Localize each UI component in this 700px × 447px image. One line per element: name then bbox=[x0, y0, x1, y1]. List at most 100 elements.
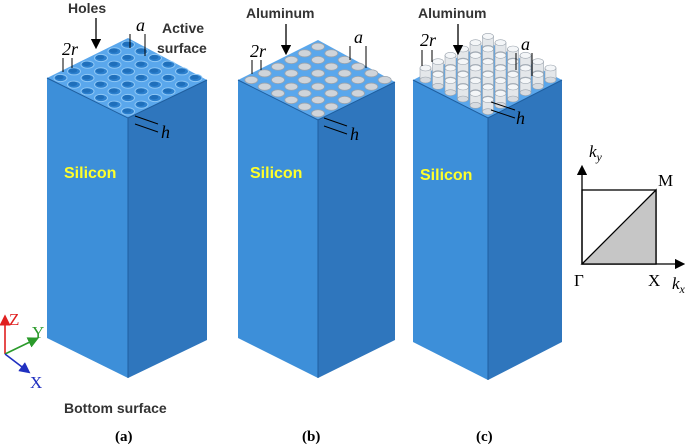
panel-b-label-2r: 2r bbox=[250, 41, 267, 61]
hole-inner bbox=[149, 55, 159, 60]
hole-inner bbox=[149, 95, 159, 100]
aluminum-disc bbox=[324, 76, 339, 85]
pillar-top bbox=[532, 58, 544, 65]
pillar-top bbox=[494, 90, 507, 97]
hole-inner bbox=[122, 95, 132, 100]
aluminum-disc bbox=[297, 102, 312, 111]
aluminum-disc bbox=[351, 62, 365, 71]
panel-c: Silicon Aluminum 2r a h (c) bbox=[412, 5, 563, 445]
aluminum-disc bbox=[337, 96, 352, 105]
pillar-base bbox=[469, 102, 482, 109]
hole-inner bbox=[149, 68, 159, 73]
panel-c-top-label: Aluminum bbox=[418, 5, 486, 21]
pillar-top bbox=[482, 96, 494, 103]
aluminum-disc bbox=[351, 76, 365, 85]
aluminum-disc bbox=[311, 109, 325, 118]
pillar-top bbox=[419, 64, 432, 72]
hole-inner bbox=[163, 61, 172, 67]
pillar-top bbox=[457, 45, 469, 53]
panel-a-side-face bbox=[128, 80, 207, 378]
axis-x-label: X bbox=[30, 373, 42, 392]
pillar-base bbox=[457, 95, 469, 103]
aluminum-disc bbox=[297, 89, 312, 98]
pillar-top bbox=[482, 33, 494, 40]
aluminum-disc bbox=[271, 89, 285, 98]
pillar-base bbox=[507, 95, 519, 103]
aluminum-disc bbox=[257, 82, 272, 91]
aluminum-disc bbox=[324, 102, 339, 111]
pillar-top bbox=[544, 64, 557, 72]
pillar-top bbox=[457, 71, 469, 78]
hole-inner bbox=[136, 88, 145, 93]
m-point-label: M bbox=[658, 171, 673, 190]
panel-b-label-h: h bbox=[350, 124, 359, 144]
hole-inner bbox=[82, 61, 91, 67]
hole-inner bbox=[176, 68, 186, 73]
pillar-top bbox=[469, 52, 482, 59]
panel-a-top-face bbox=[47, 38, 207, 118]
hole-inner bbox=[136, 75, 145, 80]
hole-inner bbox=[68, 81, 78, 87]
panel-c-label-h: h bbox=[516, 108, 525, 128]
aluminum-disc bbox=[284, 82, 299, 91]
pillar-top bbox=[469, 90, 482, 97]
aluminum-disc bbox=[364, 82, 379, 91]
aluminum-disc bbox=[311, 96, 325, 105]
pillar-top bbox=[432, 71, 444, 78]
panel-a: Silicon Holes 2r a Active surface h (a) bbox=[46, 0, 208, 445]
panel-b-material-label: Silicon bbox=[250, 165, 302, 182]
pillar-top bbox=[482, 83, 494, 91]
hole-inner bbox=[136, 101, 145, 107]
aluminum-disc bbox=[337, 56, 352, 65]
pillar-top bbox=[532, 71, 544, 78]
aluminum-disc bbox=[284, 96, 299, 105]
hole-inner bbox=[109, 88, 118, 93]
axis-y-arrow bbox=[4, 337, 40, 355]
hole-inner bbox=[122, 81, 132, 87]
aluminum-disc bbox=[244, 76, 259, 85]
ky-label: ky bbox=[589, 142, 603, 164]
hole-inner bbox=[136, 48, 145, 53]
coordinate-axes: Z Y X bbox=[0, 310, 44, 392]
aluminum-disc bbox=[297, 62, 312, 71]
pillar-base bbox=[432, 83, 444, 90]
aluminum-disc bbox=[311, 42, 325, 51]
pillar-top bbox=[482, 45, 494, 53]
axis-x-arrow bbox=[4, 353, 31, 374]
aluminum-disc bbox=[324, 49, 339, 58]
aluminum-disc bbox=[324, 89, 339, 98]
panel-a-hole-array bbox=[53, 40, 203, 116]
panel-b: Silicon Aluminum 2r a h (b) bbox=[237, 5, 396, 445]
hole-inner bbox=[82, 88, 91, 93]
hole-inner bbox=[122, 108, 132, 113]
panel-c-label-2r: 2r bbox=[420, 30, 437, 50]
hole-inner bbox=[163, 88, 172, 93]
aluminum-disc bbox=[311, 69, 325, 78]
panel-c-side-face bbox=[488, 80, 562, 380]
panel-a-front-face bbox=[47, 78, 128, 378]
pillar-top bbox=[444, 64, 457, 72]
aluminum-disc bbox=[271, 62, 285, 71]
pillar-top bbox=[469, 77, 482, 84]
pillar-top bbox=[482, 71, 494, 78]
pillar-top bbox=[444, 52, 457, 59]
hole-inner bbox=[109, 101, 118, 107]
aluminum-disc bbox=[337, 82, 352, 91]
panel-a-side-label-line2: surface bbox=[157, 40, 207, 56]
panel-a-side-label-line1: Active bbox=[162, 20, 204, 36]
aluminum-disc bbox=[377, 76, 392, 85]
aluminum-disc bbox=[311, 56, 325, 65]
hole-inner bbox=[176, 81, 186, 87]
aluminum-disc bbox=[351, 89, 365, 98]
axis-y-label: Y bbox=[32, 323, 44, 342]
hole-inner bbox=[122, 41, 132, 47]
hole-inner bbox=[95, 95, 105, 100]
pillar-base bbox=[519, 89, 532, 96]
aluminum-disc bbox=[364, 69, 379, 78]
panel-b-label-a: a bbox=[354, 27, 363, 47]
panel-a-top-label: Holes bbox=[68, 0, 106, 16]
pillar-base bbox=[532, 83, 544, 90]
pillar-top bbox=[519, 77, 532, 84]
hole-inner bbox=[95, 81, 105, 87]
aluminum-disc bbox=[297, 49, 312, 58]
